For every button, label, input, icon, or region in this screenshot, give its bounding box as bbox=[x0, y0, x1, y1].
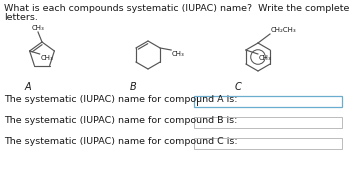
Text: The systematic (IUPAC) name for compound C is:: The systematic (IUPAC) name for compound… bbox=[4, 137, 238, 146]
Text: The systematic (IUPAC) name for compound B is:: The systematic (IUPAC) name for compound… bbox=[4, 116, 237, 125]
Text: The systematic (IUPAC) name for compound A is:: The systematic (IUPAC) name for compound… bbox=[4, 95, 238, 104]
FancyBboxPatch shape bbox=[194, 137, 342, 148]
Text: A: A bbox=[25, 82, 31, 92]
Text: CH₃: CH₃ bbox=[172, 51, 185, 57]
Text: C: C bbox=[234, 82, 241, 92]
Text: CH₃: CH₃ bbox=[32, 25, 44, 31]
Text: CH₂CH₃: CH₂CH₃ bbox=[271, 27, 297, 33]
Text: CH₃: CH₃ bbox=[259, 55, 272, 61]
FancyBboxPatch shape bbox=[194, 117, 342, 128]
Text: What is each compounds systematic (IUPAC) name?  Write the complete name in lowe: What is each compounds systematic (IUPAC… bbox=[4, 4, 350, 13]
Text: CH₃: CH₃ bbox=[41, 55, 54, 61]
Text: B: B bbox=[130, 82, 136, 92]
FancyBboxPatch shape bbox=[194, 96, 342, 106]
Text: letters.: letters. bbox=[4, 13, 38, 22]
